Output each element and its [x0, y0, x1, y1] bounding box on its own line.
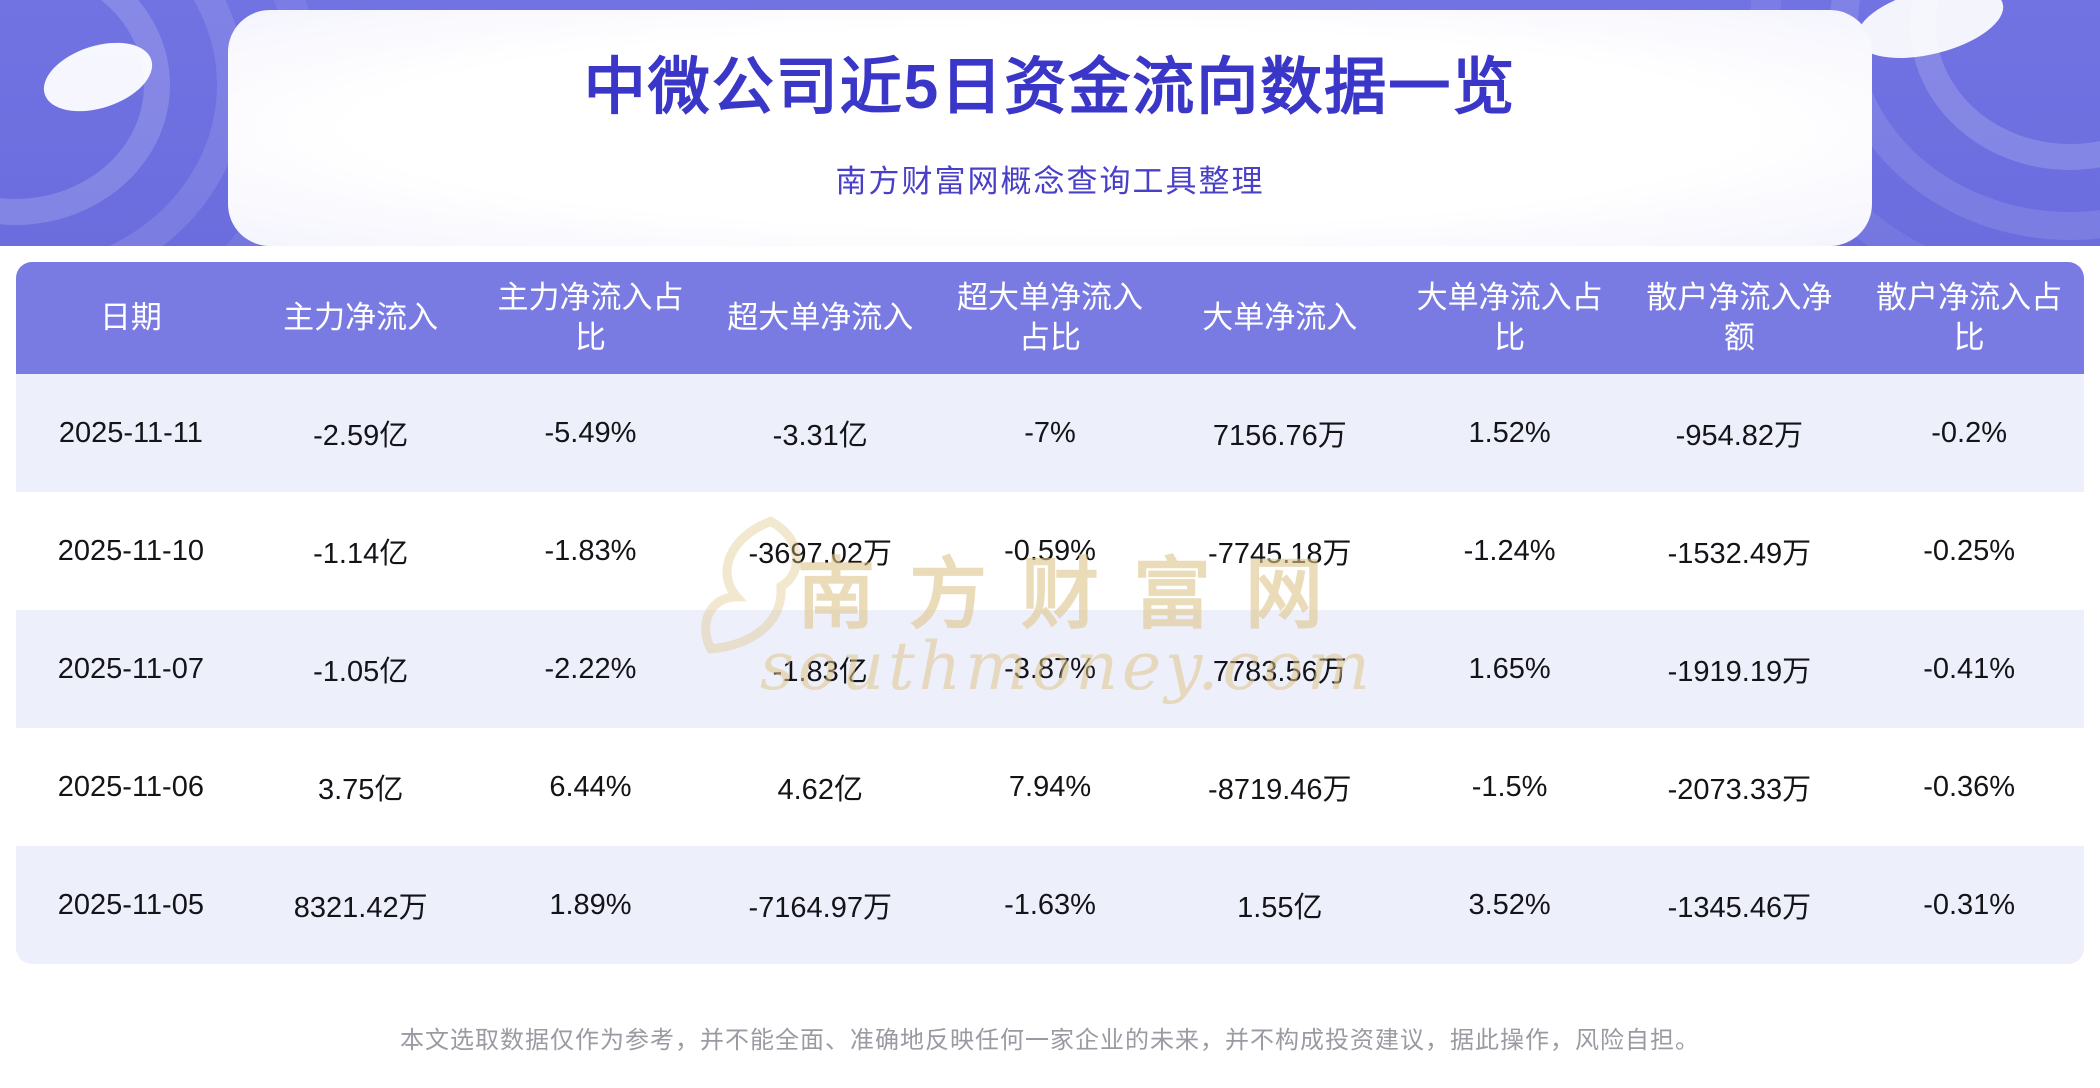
table-cell: 3.52%: [1468, 888, 1551, 921]
table-row: 2025-11-05 8321.42万 1.89% -7164.97万 -1.6…: [16, 846, 2084, 964]
table-cell: -1.14亿: [313, 538, 409, 570]
col-header-large-order-net-inflow-ratio: 大单净流入占比: [1416, 279, 1603, 355]
table-cell: -0.36%: [1923, 770, 2016, 803]
table-cell: -0.2%: [1931, 416, 2008, 449]
table-cell: 1.65%: [1468, 652, 1551, 685]
table-cell: -7164.97万: [748, 892, 892, 924]
col-header-main-net-inflow-ratio: 主力净流入占比: [497, 279, 684, 355]
table-cell-date: 2025-11-11: [58, 416, 203, 449]
table-cell: 7156.76万: [1212, 420, 1347, 452]
table-cell: 6.44%: [549, 770, 632, 803]
fund-flow-table: 日期 主力净流入 主力净流入占比 超大单净流入 超大单净流入占比 大单净流入 大…: [16, 262, 2084, 964]
disclaimer-text: 本文选取数据仅作为参考，并不能全面、准确地反映任何一家企业的未来，并不构成投资建…: [400, 1027, 1700, 1054]
table-cell: -8719.46万: [1208, 774, 1352, 806]
table-cell: 7783.56万: [1212, 656, 1347, 688]
table-cell: -2.59亿: [313, 420, 409, 452]
table-cell: -954.82万: [1675, 420, 1804, 452]
table-cell: -0.59%: [1004, 534, 1096, 567]
table-cell: -0.41%: [1923, 652, 2016, 685]
col-header-large-order-net-inflow: 大单净流入: [1202, 299, 1358, 335]
table-cell: 8321.42万: [293, 892, 428, 924]
table-cell: -0.31%: [1923, 888, 2016, 921]
table-cell: 4.62亿: [777, 774, 863, 806]
table-cell: -3.87%: [1004, 652, 1096, 685]
table-cell: -3.31亿: [772, 420, 868, 452]
col-header-xl-order-net-inflow: 超大单净流入: [727, 299, 914, 335]
table-cell-date: 2025-11-06: [57, 770, 204, 803]
table-cell: -2.22%: [544, 652, 637, 685]
table-cell: 1.89%: [549, 888, 632, 921]
table-cell-date: 2025-11-05: [57, 888, 204, 921]
page-title: 中微公司近5日资金流向数据一览: [583, 53, 1517, 122]
table-cell: -1.05亿: [313, 656, 409, 688]
page-subtitle: 南方财富网概念查询工具整理: [835, 164, 1265, 200]
table-cell-date: 2025-11-10: [57, 534, 204, 567]
table-cell: 1.55亿: [1237, 892, 1323, 924]
table-row: 2025-11-06 3.75亿 6.44% 4.62亿 7.94% -8719…: [16, 728, 2084, 846]
table-row: 2025-11-11 -2.59亿 -5.49% -3.31亿 -7% 7156…: [16, 374, 2084, 492]
table-cell: -1.5%: [1471, 770, 1548, 803]
table-row: 2025-11-07 -1.05亿 -2.22% -1.83亿 -3.87% 7…: [16, 610, 2084, 728]
col-header-date: 日期: [99, 299, 162, 335]
table-cell: 3.75亿: [317, 774, 404, 806]
table-cell: -1919.19万: [1667, 656, 1812, 688]
col-header-main-net-inflow: 主力净流入: [283, 299, 439, 335]
table-cell: -5.49%: [544, 416, 637, 449]
table-row: 2025-11-10 -1.14亿 -1.83% -3697.02万 -0.59…: [16, 492, 2084, 610]
table-cell: 7.94%: [1008, 770, 1092, 803]
table-cell: -1.83%: [544, 534, 637, 567]
table-cell: 1.52%: [1468, 416, 1551, 449]
table-cell: -1532.49万: [1667, 538, 1812, 570]
table-cell: -7%: [1024, 416, 1076, 449]
col-header-retail-net-inflow: 散户净流入净额: [1646, 279, 1833, 355]
col-header-xl-order-net-inflow-ratio: 超大单净流入占比: [957, 279, 1144, 355]
table-cell: -1.24%: [1463, 534, 1556, 567]
table-cell: -1.63%: [1004, 888, 1096, 921]
table-cell: -3697.02万: [748, 538, 892, 570]
table-cell: -1.83亿: [772, 656, 868, 688]
table-cell: -1345.46万: [1667, 892, 1812, 924]
table-cell-date: 2025-11-07: [57, 652, 204, 685]
title-panel: 中微公司近5日资金流向数据一览 南方财富网概念查询工具整理: [228, 10, 1872, 246]
table-cell: -2073.33万: [1667, 774, 1812, 806]
table-header-row: 日期 主力净流入 主力净流入占比 超大单净流入 超大单净流入占比 大单净流入 大…: [16, 262, 2084, 374]
table-cell: -0.25%: [1923, 534, 2016, 567]
table-cell: -7745.18万: [1208, 538, 1352, 570]
col-header-retail-net-inflow-ratio: 散户净流入占比: [1876, 279, 2063, 355]
